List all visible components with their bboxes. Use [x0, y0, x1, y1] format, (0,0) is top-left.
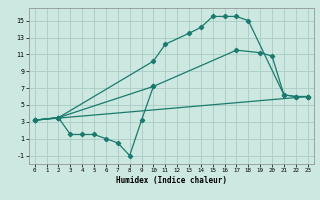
- X-axis label: Humidex (Indice chaleur): Humidex (Indice chaleur): [116, 176, 227, 185]
